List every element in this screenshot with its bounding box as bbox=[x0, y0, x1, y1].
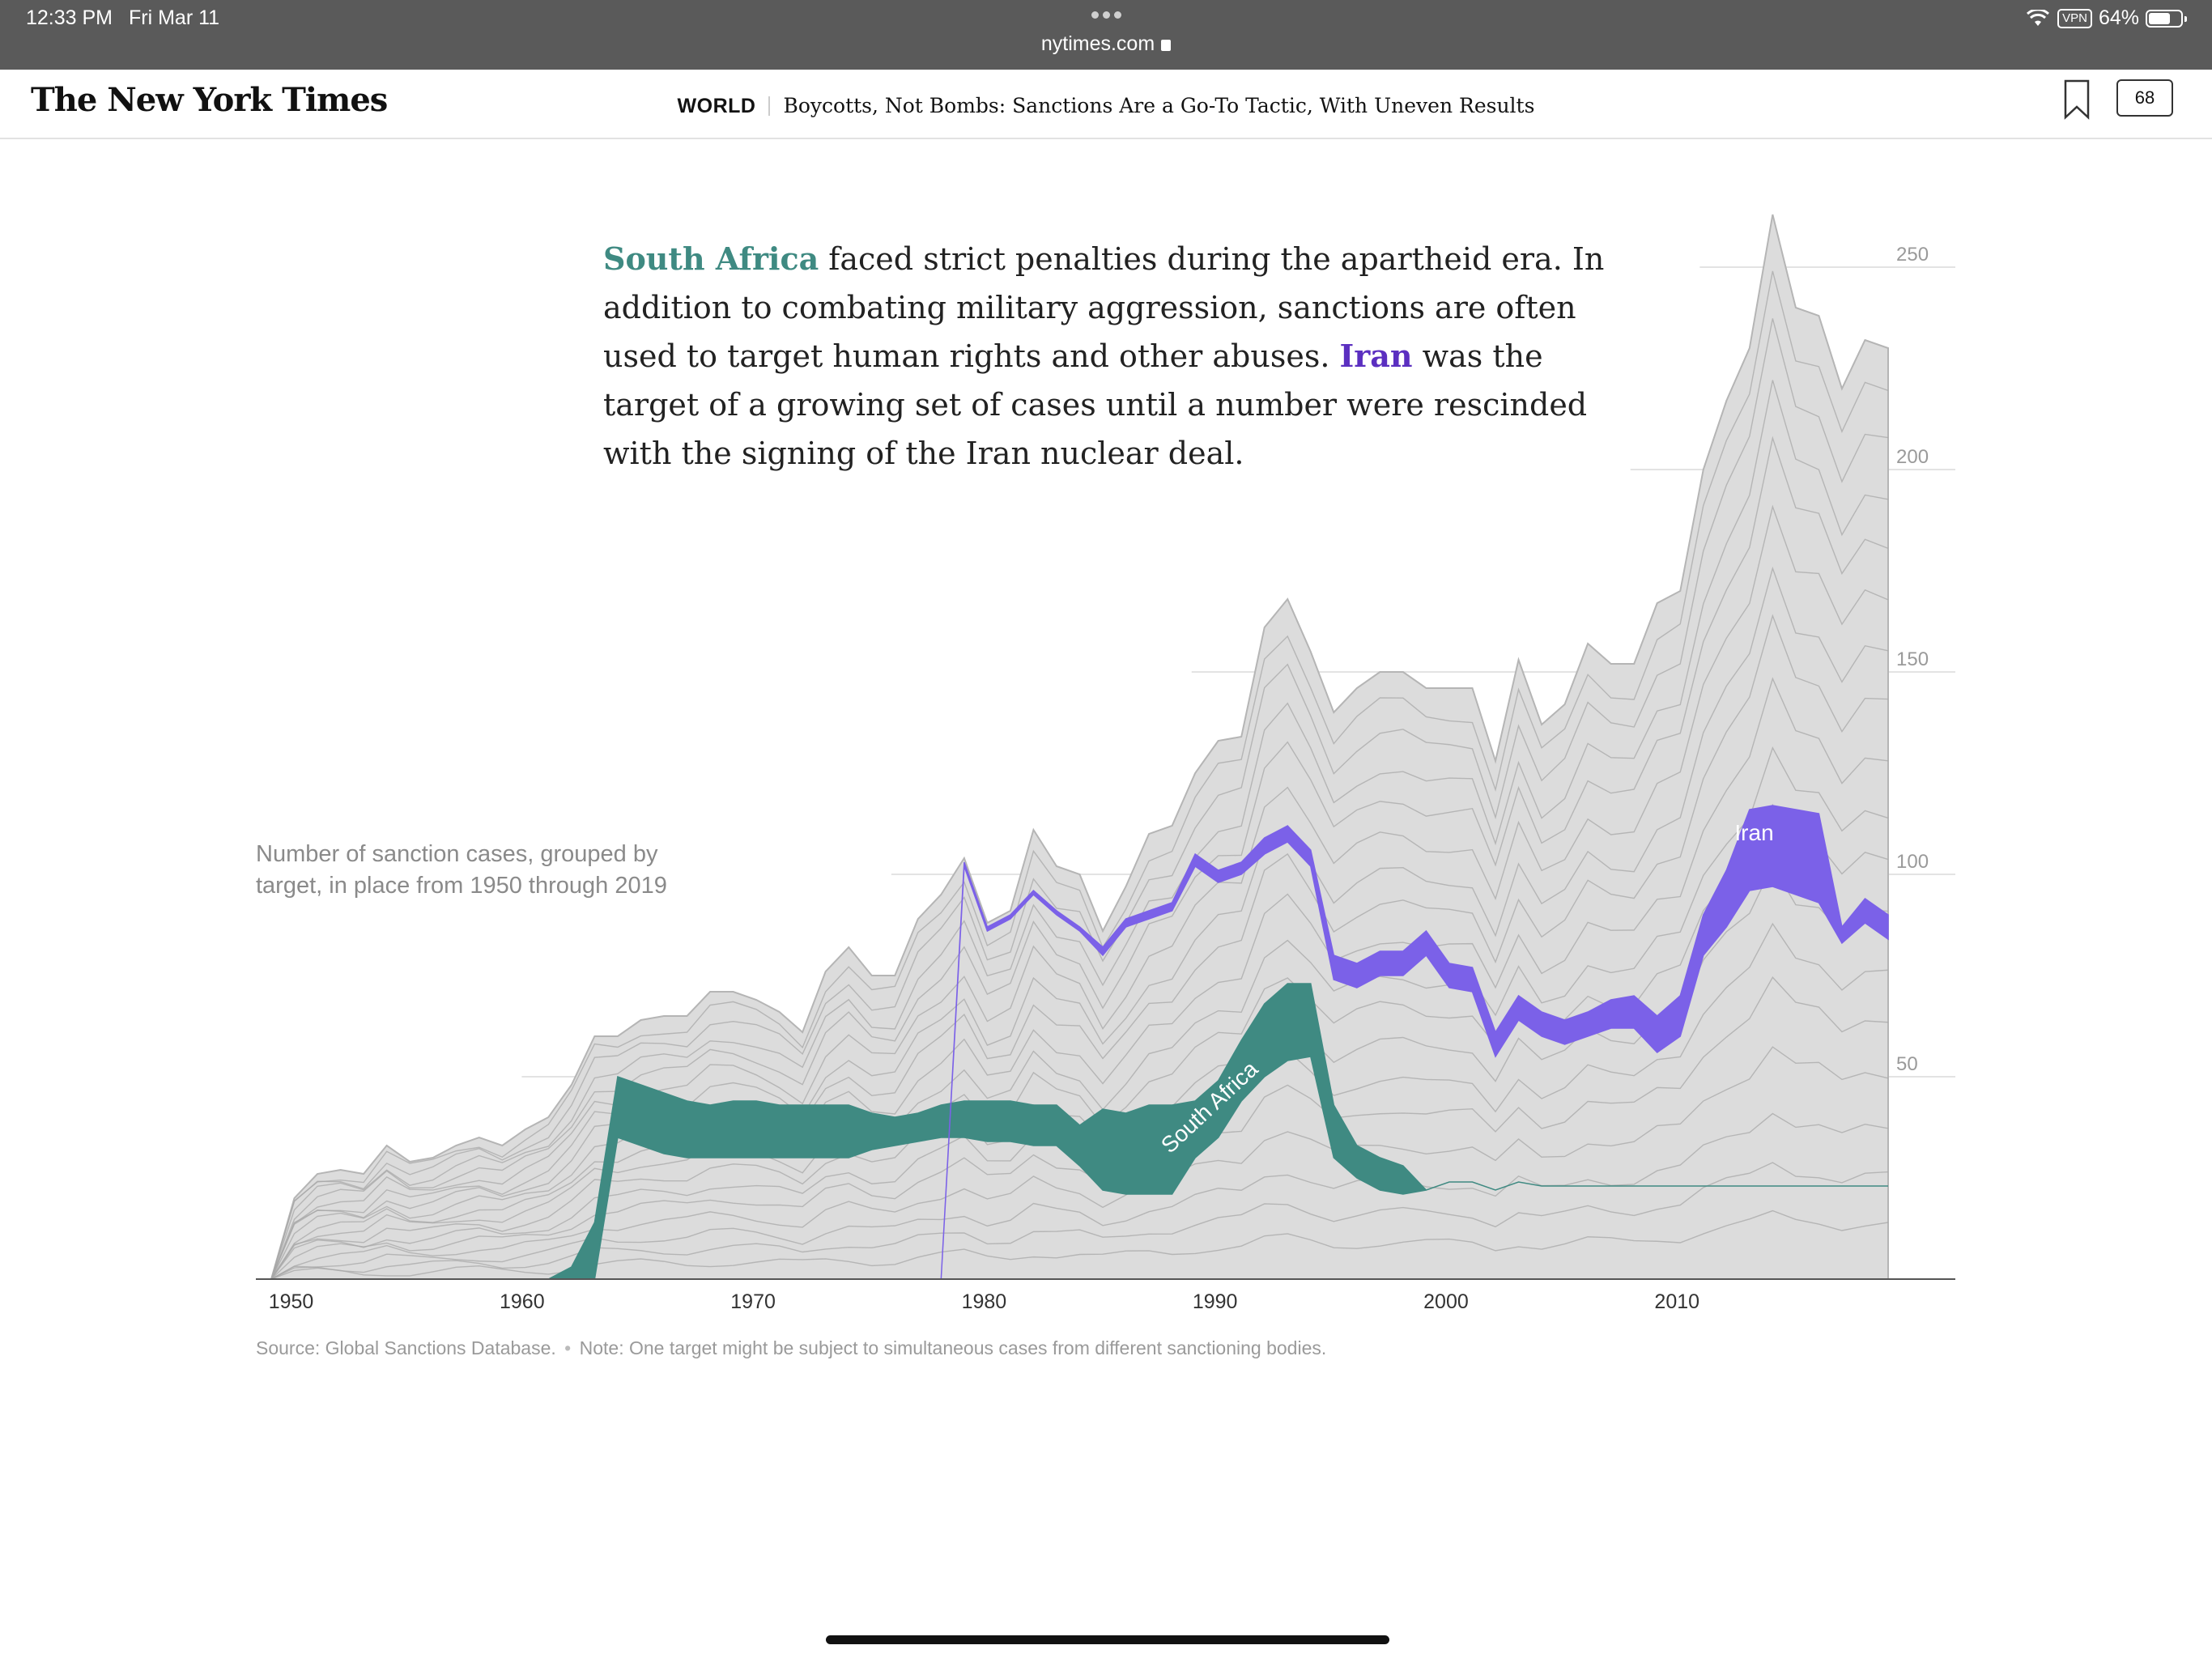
stream-line bbox=[270, 614, 1889, 1280]
vpn-badge: VPN bbox=[2057, 8, 2092, 28]
y-tick-label-100: 100 bbox=[1896, 851, 1929, 873]
x-tick-label-1960: 1960 bbox=[500, 1290, 545, 1313]
stream-line bbox=[270, 566, 1889, 1280]
status-time-date: 12:33 PM Fri Mar 11 bbox=[26, 6, 219, 30]
note-text: Note: One target might be subject to sim… bbox=[579, 1337, 1327, 1358]
status-time: 12:33 PM bbox=[26, 6, 113, 29]
status-date: Fri Mar 11 bbox=[129, 6, 220, 29]
lede-paragraph: South Africa faced strict penalties duri… bbox=[603, 235, 1607, 478]
iran-label: Iran bbox=[1734, 820, 1773, 845]
lede-text-2: was the target of a growing set of cases… bbox=[603, 338, 1588, 471]
stream-line bbox=[270, 380, 1889, 1280]
browser-more-icon[interactable] bbox=[1091, 8, 1127, 19]
bullet-separator: • bbox=[559, 1337, 576, 1358]
y-tick-label-50: 50 bbox=[1896, 1053, 1918, 1075]
south-africa-highlight: South Africa bbox=[603, 240, 819, 277]
comments-button[interactable]: 68 bbox=[2116, 79, 2173, 117]
y-tick-label-150: 150 bbox=[1896, 648, 1929, 670]
x-tick-label-1950: 1950 bbox=[269, 1290, 314, 1313]
stream-line bbox=[270, 677, 1889, 1280]
x-tick-label-2000: 2000 bbox=[1423, 1290, 1469, 1313]
stream-line bbox=[270, 976, 1889, 1280]
lede-text-1: faced strict penalties during the aparth… bbox=[603, 241, 1605, 374]
section-headline: WORLD Boycotts, Not Bombs: Sanctions Are … bbox=[0, 94, 2212, 118]
stream-line bbox=[270, 1162, 1889, 1280]
battery-percent: 64% bbox=[2098, 6, 2139, 29]
stream-line bbox=[270, 436, 1889, 1280]
y-tick-label-250: 250 bbox=[1896, 244, 1929, 266]
section-label[interactable]: WORLD bbox=[677, 95, 756, 117]
address-bar[interactable]: nytimes.com bbox=[0, 32, 2212, 56]
x-tick-label-1970: 1970 bbox=[730, 1290, 776, 1313]
article-header: The New York Times WORLD Boycotts, Not Bo… bbox=[0, 70, 2212, 139]
series-band-south-africa bbox=[271, 983, 1888, 1280]
total-cases-area bbox=[270, 214, 1889, 1280]
chart-areas bbox=[270, 214, 1889, 1280]
chart-caption: Number of sanction cases, grouped by tar… bbox=[256, 841, 667, 899]
x-tick-label-1980: 1980 bbox=[962, 1290, 1007, 1313]
nyt-logo[interactable]: The New York Times bbox=[31, 81, 388, 119]
url-text: nytimes.com bbox=[1040, 32, 1155, 55]
stream-line bbox=[270, 504, 1889, 1280]
stream-line bbox=[270, 746, 1889, 1280]
stream-line bbox=[270, 1209, 1889, 1280]
divider bbox=[768, 96, 771, 116]
stream-line bbox=[270, 318, 1889, 1280]
stream-line bbox=[270, 1046, 1889, 1280]
battery-icon bbox=[2146, 9, 2187, 28]
y-tick-label-200: 200 bbox=[1896, 446, 1929, 468]
x-tick-label-2010: 2010 bbox=[1654, 1290, 1699, 1313]
lock-icon bbox=[1161, 40, 1172, 51]
article-headline: Boycotts, Not Bombs: Sanctions Are a Go-… bbox=[783, 94, 1535, 117]
source-text: Source: Global Sanctions Database. bbox=[256, 1337, 556, 1358]
chart-source: Source: Global Sanctions Database. • Not… bbox=[256, 1337, 1326, 1359]
stream-line bbox=[270, 864, 1889, 1280]
status-right: VPN 64% bbox=[2027, 6, 2187, 30]
home-indicator[interactable] bbox=[826, 1635, 1389, 1644]
stream-line bbox=[270, 270, 1889, 1280]
wifi-icon bbox=[2027, 9, 2050, 26]
comment-count: 68 bbox=[2134, 87, 2155, 108]
iran-highlight: Iran bbox=[1339, 338, 1413, 374]
x-tick-label-1990: 1990 bbox=[1193, 1290, 1238, 1313]
stream-line bbox=[270, 1112, 1889, 1280]
bookmark-icon[interactable] bbox=[2063, 79, 2091, 120]
status-bar: 12:33 PM Fri Mar 11 nytimes.com VPN 64% bbox=[0, 0, 2212, 70]
